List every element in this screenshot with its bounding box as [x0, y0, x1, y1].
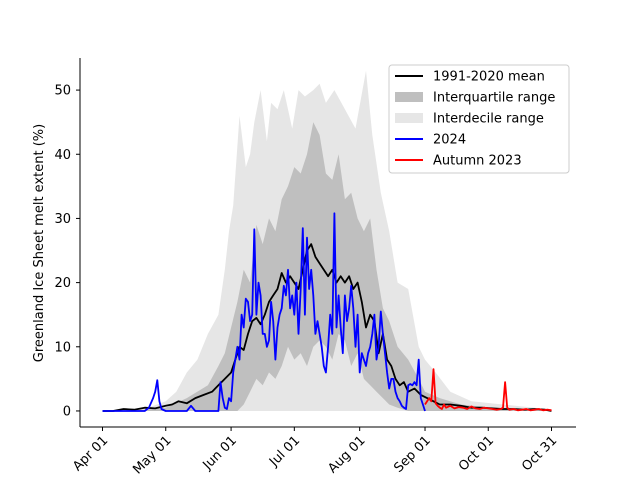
- legend-swatch-patch: [395, 113, 423, 123]
- y-tick-label: 10: [54, 340, 71, 355]
- x-tick-label: May 01: [130, 433, 174, 477]
- autumn-2023-line: [424, 368, 552, 412]
- x-tick-label: Oct 31: [519, 433, 560, 474]
- y-tick-label: 0: [63, 404, 71, 419]
- y-tick-label: 20: [54, 276, 71, 291]
- x-tick-label: Jul 01: [266, 433, 303, 470]
- range-bands: [102, 70, 552, 412]
- y-tick-label: 30: [54, 212, 71, 227]
- legend-label: 1991-2020 mean: [433, 70, 545, 85]
- x-ticks: Apr 01 May 01 Jun 01 Jul 01 Aug 01 Sep 01 Oct …: [70, 427, 560, 477]
- interquartile-band: [102, 122, 552, 411]
- legend-items: 1991-2020 mean Interquartile range Interde…: [395, 70, 555, 169]
- legend-label: 2024: [433, 133, 466, 148]
- legend-swatch-patch: [395, 92, 423, 102]
- x-tick-label: Sep 01: [391, 433, 434, 476]
- axes: [79, 58, 576, 428]
- legend: 1991-2020 mean Interquartile range Interde…: [388, 64, 570, 174]
- y-tick-label: 50: [54, 84, 71, 99]
- y-ticks: 0 10 20 30 40 50: [54, 84, 80, 419]
- legend-label: Autumn 2023: [433, 154, 522, 169]
- x-tick-label: Apr 01: [70, 433, 111, 474]
- x-tick-label: Oct 01: [456, 433, 497, 474]
- series-lines: [102, 212, 552, 412]
- series-2024-line: [102, 212, 426, 412]
- legend-frame: [388, 64, 570, 174]
- legend-label: Interdecile range: [433, 112, 544, 127]
- x-tick-label: Jun 01: [200, 433, 240, 473]
- y-axis-title: Greenland Ice Sheet melt extent (%): [32, 124, 47, 362]
- mean-line: [102, 243, 552, 412]
- legend-label: Interquartile range: [433, 91, 555, 106]
- y-tick-label: 40: [54, 148, 71, 163]
- x-tick-label: Aug 01: [325, 433, 368, 476]
